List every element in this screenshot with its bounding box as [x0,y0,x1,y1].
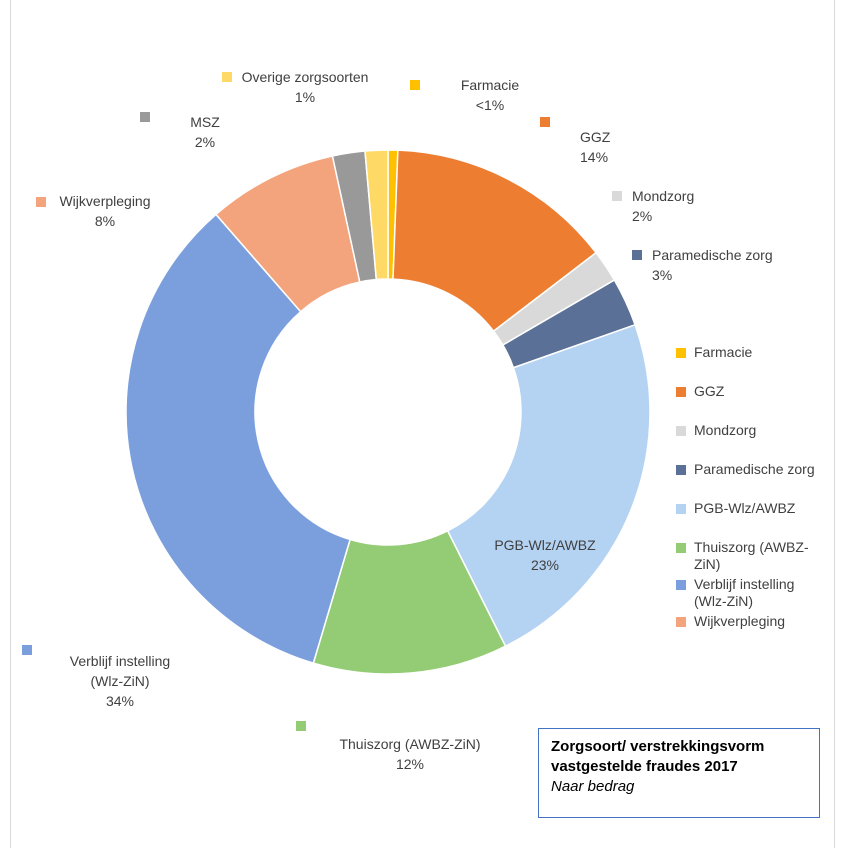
legend-item-ggz: GGZ [676,383,836,400]
data-label-wijkverpleging-line-2: 8% [95,213,115,229]
data-label-pgb-wlz-awbz-line-1: PGB-Wlz/AWBZ [494,537,596,553]
data-label-overige-zorgsoorten-line-2: 1% [295,89,315,105]
legend: Farmacie GGZ Mondzorg Paramedische zorg PGB-… [676,344,836,630]
slices-group [125,149,651,675]
data-label-overige-zorgsoorten-marker [222,72,232,82]
legend-label: Mondzorg [694,422,757,438]
data-label-verblijf-instelling-wlz-zin-line-2: (Wlz-ZiN) [90,673,149,689]
chart-frame [10,0,835,848]
legend-item-mondzorg: Mondzorg [676,422,836,439]
slice-verblijf-instelling-wlz-zin [125,213,352,665]
data-label-mondzorg-line-1: Mondzorg [632,188,694,204]
legend-item-farmacie: Farmacie [676,344,836,361]
data-label-ggz-line-1: GGZ [580,129,611,145]
legend-label: (Wlz-ZiN) [694,593,754,609]
data-label-mondzorg-marker [612,191,622,201]
data-labels-group: Overige zorgsoorten 1% Farmacie <1% GGZ 14% Mo… [22,69,773,772]
legend-swatch [676,387,686,397]
legend-item-verblijf-instelling-wlz-zin: Verblijf instelling (Wlz-ZiN) [676,576,836,610]
legend-label: Wijkverpleging [694,613,786,629]
data-label-paramedische-zorg-marker [632,250,642,260]
data-label-verblijf-instelling-wlz-zin-line-1: Verblijf instelling [70,653,170,669]
data-label-farmacie-marker [410,80,420,90]
legend-label: Thuiszorg (AWBZ- [694,539,809,555]
slice-ggz [392,149,598,333]
data-label-paramedische-zorg-line-2: 3% [652,267,672,283]
legend-label: PGB-Wlz/AWBZ [694,500,796,516]
data-label-verblijf-instelling-wlz-zin-line-3: 34% [106,693,134,709]
caption-title-line1: Zorgsoort/ verstrekkingsvorm [551,738,765,755]
caption-subtitle: Naar bedrag [551,778,635,795]
data-label-wijkverpleging-line-1: Wijkverpleging [59,193,150,209]
data-label-msz-marker [140,112,150,122]
legend-label: Verblijf instelling [694,576,795,592]
legend-swatch [676,426,686,436]
legend-label: ZiN) [694,556,721,572]
data-label-msz-line-1: MSZ [190,114,220,130]
legend-swatch [676,543,686,553]
legend-item-thuiszorg-awbz-zin: Thuiszorg (AWBZ- ZiN) [676,539,836,573]
data-label-overige-zorgsoorten-line-1: Overige zorgsoorten [242,69,369,85]
data-label-farmacie-line-2: <1% [476,97,504,113]
caption-title-line2: vastgestelde fraudes 2017 [551,758,738,775]
legend-item-wijkverpleging: Wijkverpleging [676,613,836,630]
data-label-mondzorg-line-2: 2% [632,208,652,224]
legend-swatch [676,348,686,358]
legend-swatch [676,465,686,475]
legend-label: Paramedische zorg [694,461,815,477]
caption-box: Zorgsoort/ verstrekkingsvorm vastgesteld… [538,728,820,818]
data-label-ggz-marker [540,117,550,127]
legend-item-pgb-wlz-awbz: PGB-Wlz/AWBZ [676,500,836,517]
data-label-thuiszorg-awbz-zin-marker [296,721,306,731]
legend-label: Farmacie [694,344,753,360]
data-label-wijkverpleging-marker [36,197,46,207]
data-label-verblijf-instelling-wlz-zin-marker [22,645,32,655]
legend-swatch [676,617,686,627]
legend-label: GGZ [694,383,725,399]
data-label-farmacie-line-1: Farmacie [461,77,520,93]
legend-item-paramedische-zorg: Paramedische zorg [676,461,836,478]
legend-swatch [676,504,686,514]
data-label-pgb-wlz-awbz-line-2: 23% [531,557,559,573]
data-label-msz-line-2: 2% [195,134,215,150]
slice-overige-zorgsoorten [364,149,389,281]
data-label-thuiszorg-awbz-zin-line-2: 12% [396,756,424,772]
data-label-ggz-line-2: 14% [580,149,608,165]
legend-swatch [676,580,686,590]
data-label-thuiszorg-awbz-zin-line-1: Thuiszorg (AWBZ-ZiN) [339,736,480,752]
slice-pgb-wlz-awbz [446,323,651,648]
data-label-paramedische-zorg-line-1: Paramedische zorg [652,247,773,263]
